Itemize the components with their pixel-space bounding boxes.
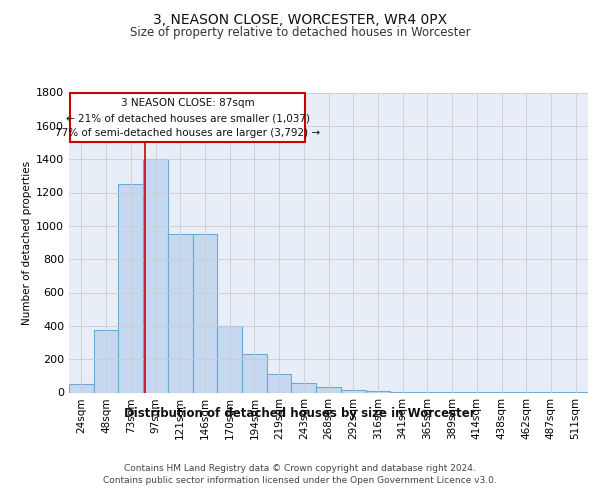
Text: Size of property relative to detached houses in Worcester: Size of property relative to detached ho… — [130, 26, 470, 39]
Text: 3, NEASON CLOSE, WORCESTER, WR4 0PX: 3, NEASON CLOSE, WORCESTER, WR4 0PX — [153, 12, 447, 26]
Bar — [143, 159, 168, 392]
Bar — [316, 386, 341, 392]
Bar — [94, 330, 118, 392]
Bar — [69, 384, 94, 392]
Bar — [267, 374, 292, 392]
Bar — [193, 234, 217, 392]
Bar — [292, 382, 316, 392]
Bar — [341, 390, 365, 392]
Bar — [242, 354, 267, 393]
Bar — [365, 391, 390, 392]
Bar — [118, 184, 143, 392]
Text: 77% of semi-detached houses are larger (3,792) →: 77% of semi-detached houses are larger (… — [55, 128, 320, 138]
Y-axis label: Number of detached properties: Number of detached properties — [22, 160, 32, 324]
Text: Contains HM Land Registry data © Crown copyright and database right 2024.: Contains HM Land Registry data © Crown c… — [124, 464, 476, 473]
FancyBboxPatch shape — [70, 94, 305, 142]
Text: Distribution of detached houses by size in Worcester: Distribution of detached houses by size … — [124, 408, 476, 420]
Bar — [217, 326, 242, 392]
Text: ← 21% of detached houses are smaller (1,037): ← 21% of detached houses are smaller (1,… — [65, 114, 310, 124]
Bar — [168, 234, 193, 392]
Text: 3 NEASON CLOSE: 87sqm: 3 NEASON CLOSE: 87sqm — [121, 98, 254, 108]
Text: Contains public sector information licensed under the Open Government Licence v3: Contains public sector information licen… — [103, 476, 497, 485]
